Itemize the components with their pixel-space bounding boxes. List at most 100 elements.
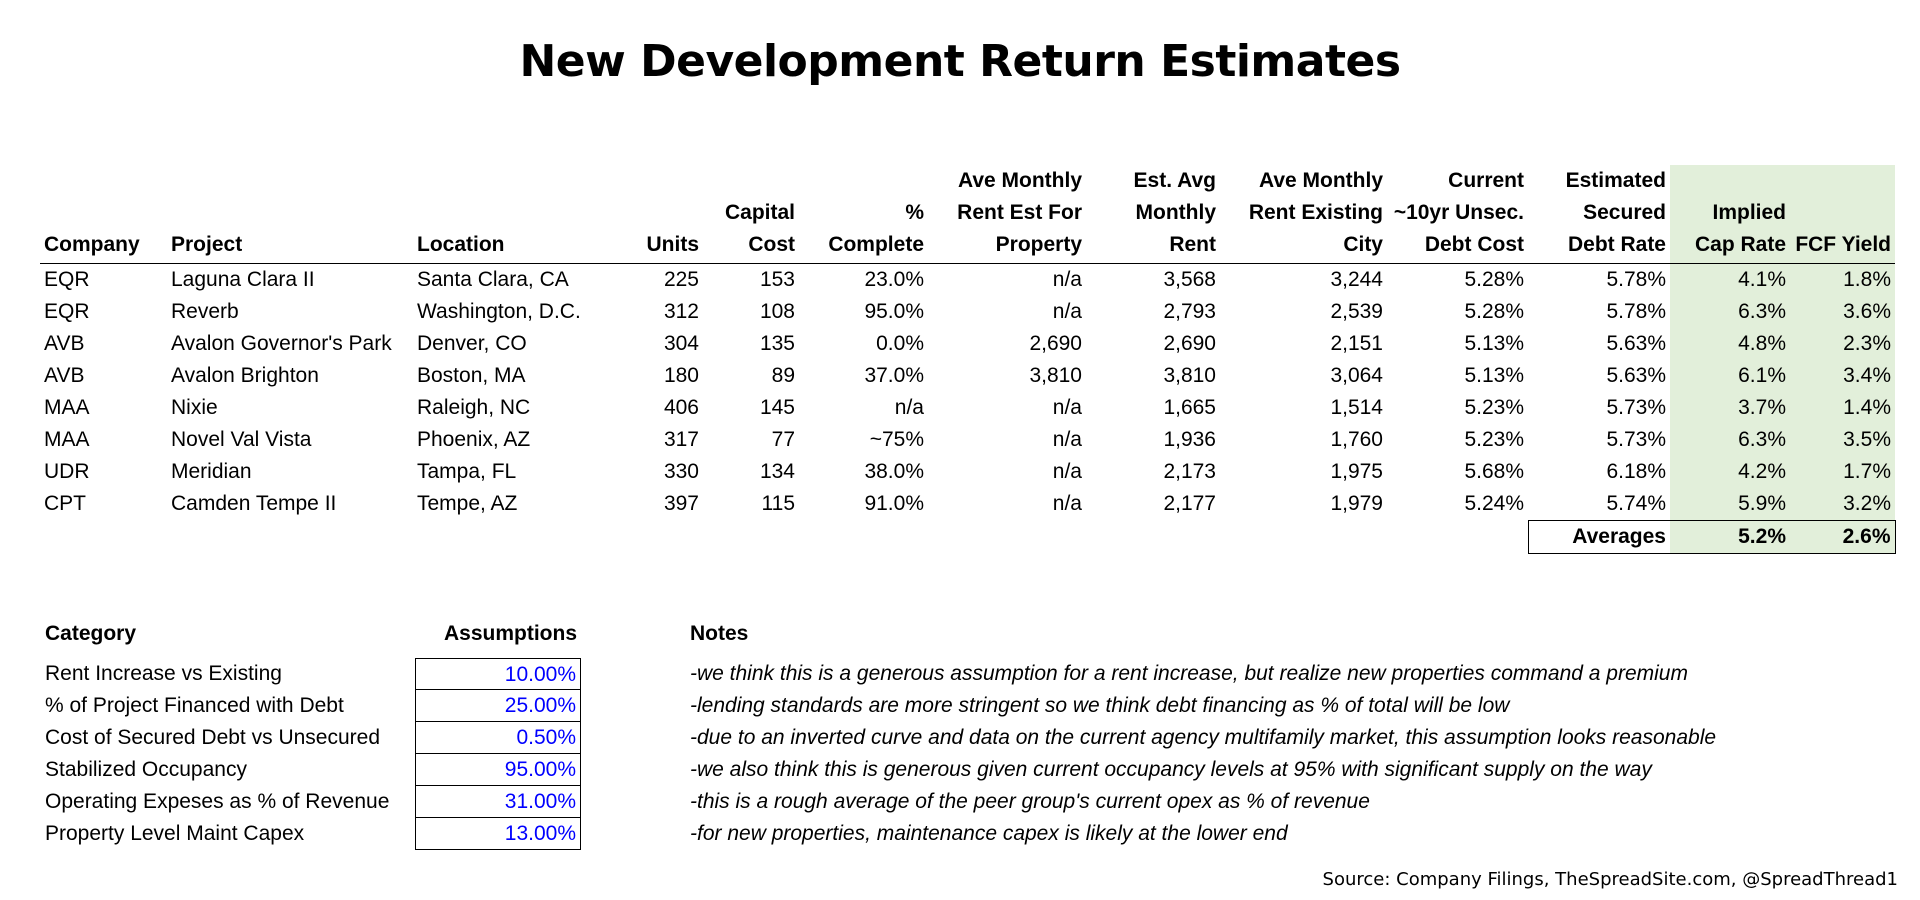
column-header: FCF Yield xyxy=(1790,165,1895,264)
table-cell: 5.73% xyxy=(1606,396,1666,419)
table-cell: 2,690 xyxy=(1163,332,1216,355)
table-row: EQR Laguna Clara II Santa Clara, CA 225 153 2… xyxy=(40,263,1895,296)
table-cell: 5.24% xyxy=(1464,492,1524,516)
table-cell: Camden Tempe II xyxy=(171,492,337,516)
table-cell: 6.3% xyxy=(1670,296,1790,328)
table-cell: 3,810 xyxy=(1163,364,1216,387)
table-cell: 4.8% xyxy=(1670,328,1790,360)
assumption-category: Property Level Maint Capex xyxy=(45,822,305,845)
table-cell: 115 xyxy=(761,492,795,516)
column-header: Implied Cap Rate xyxy=(1670,165,1790,264)
notes-section: Notes -we think this is a generous assum… xyxy=(690,618,1716,850)
empty-cell xyxy=(799,521,928,554)
table-cell: AVB xyxy=(44,364,85,387)
empty-cell xyxy=(623,521,703,554)
column-header-text: % xyxy=(905,201,924,224)
table-cell: 2,690 xyxy=(1029,332,1082,355)
empty-cell xyxy=(40,521,167,554)
table-cell: 4.2% xyxy=(1670,456,1790,488)
notes-header: Notes xyxy=(690,622,749,645)
table-row: UDR Meridian Tampa, FL 330 134 38.0% n/a 2,173 1… xyxy=(40,456,1895,488)
assumption-value-input[interactable]: 13.00% xyxy=(415,818,581,850)
table-cell: Boston, MA xyxy=(417,364,526,387)
table-cell: 1,665 xyxy=(1163,396,1216,419)
assumption-category: Operating Expeses as % of Revenue xyxy=(45,790,390,813)
table-header-row: Company Project Location Units Capital Cost% C… xyxy=(40,165,1895,264)
assumption-value-input[interactable]: 0.50% xyxy=(415,722,581,754)
assumption-row: Stabilized Occupancy 95.00% xyxy=(40,754,581,786)
assumption-category: % of Project Financed with Debt xyxy=(45,694,344,717)
table-cell: MAA xyxy=(44,428,90,451)
table-cell: n/a xyxy=(1052,428,1082,451)
table-cell: 6.3% xyxy=(1670,424,1790,456)
table-cell: 225 xyxy=(663,268,699,291)
table-cell: 3.2% xyxy=(1790,488,1895,521)
table-cell: 317 xyxy=(663,428,699,451)
table-row: AVB Avalon Brighton Boston, MA 180 89 37.0% 3,… xyxy=(40,360,1895,392)
column-header: Company xyxy=(40,165,167,264)
column-header: Estimated Secured Debt Rate xyxy=(1528,165,1670,264)
note-line: -this is a rough average of the peer gro… xyxy=(690,790,1370,813)
table-cell: Avalon Governor's Park xyxy=(171,332,392,355)
table-cell: 3,064 xyxy=(1330,364,1383,387)
table-cell: 397 xyxy=(663,492,699,516)
table-cell: 5.13% xyxy=(1464,364,1524,387)
table-cell: 2,173 xyxy=(1163,460,1216,483)
table-cell: 5.13% xyxy=(1464,332,1524,355)
column-header-text: Debt Cost xyxy=(1424,233,1524,256)
table-cell: 5.23% xyxy=(1464,396,1524,419)
column-header: Current ~10yr Unsec. Debt Cost xyxy=(1387,165,1528,264)
table-cell: n/a xyxy=(1052,492,1082,516)
column-header-text: Ave Monthly xyxy=(957,169,1082,192)
assumption-value-input[interactable]: 25.00% xyxy=(415,690,581,722)
assumption-value-input[interactable]: 31.00% xyxy=(415,786,581,818)
column-header-text: Cost xyxy=(748,233,795,256)
table-cell: 2,151 xyxy=(1330,332,1383,355)
table-cell: 3,568 xyxy=(1163,268,1216,291)
assumption-value-input[interactable]: 10.00% xyxy=(415,658,581,690)
table-cell: Raleigh, NC xyxy=(417,396,531,419)
column-header-text: Est. Avg xyxy=(1133,169,1216,192)
table-cell: 5.73% xyxy=(1606,428,1666,451)
table-cell: Meridian xyxy=(171,460,252,483)
column-header-text: Complete xyxy=(828,233,924,256)
table-cell: Laguna Clara II xyxy=(171,268,315,291)
table-cell: AVB xyxy=(44,332,85,355)
table-cell: 5.28% xyxy=(1464,300,1524,323)
table-cell: 5.78% xyxy=(1606,268,1666,291)
table-cell: 108 xyxy=(759,300,795,323)
table-cell: Novel Val Vista xyxy=(171,428,312,451)
table-cell: 1,936 xyxy=(1163,428,1216,451)
table-cell: 5.74% xyxy=(1606,492,1666,515)
table-cell: Nixie xyxy=(171,396,218,419)
table-cell: 2,177 xyxy=(1163,492,1216,516)
column-header-text: Debt Rate xyxy=(1567,233,1666,256)
empty-cell xyxy=(703,521,799,554)
table-cell: 1,979 xyxy=(1330,492,1383,516)
table-cell: Phoenix, AZ xyxy=(417,428,531,451)
table-cell: 4.1% xyxy=(1670,263,1790,296)
empty-cell xyxy=(167,521,413,554)
column-header-text: Secured xyxy=(1583,201,1666,224)
table-cell: 145 xyxy=(759,396,795,419)
assumptions-table: Category Assumptions Rent Increase vs Ex… xyxy=(40,618,581,850)
column-header-text: Property xyxy=(995,233,1082,256)
column-header: Ave Monthly Rent Existing City xyxy=(1220,165,1387,264)
assumption-row: Operating Expeses as % of Revenue 31.00% xyxy=(40,786,581,818)
column-header: Location xyxy=(413,165,623,264)
empty-cell xyxy=(1387,521,1528,554)
column-header: Capital Cost xyxy=(703,165,799,264)
table-cell: Reverb xyxy=(171,300,239,323)
column-header-text: Monthly xyxy=(1135,201,1216,224)
table-cell: 6.1% xyxy=(1670,360,1790,392)
assumption-row: Property Level Maint Capex 13.00% xyxy=(40,818,581,850)
assumption-value-input[interactable]: 95.00% xyxy=(415,754,581,786)
assumption-row: % of Project Financed with Debt 25.00% xyxy=(40,690,581,722)
column-header: Project xyxy=(167,165,413,264)
column-header-text: Location xyxy=(417,233,505,256)
table-cell: 5.78% xyxy=(1606,300,1666,323)
table-cell: 95.0% xyxy=(864,300,924,323)
assumption-row: Rent Increase vs Existing 10.00% xyxy=(40,658,581,690)
table-cell: 38.0% xyxy=(864,460,924,483)
table-cell: Santa Clara, CA xyxy=(417,268,569,291)
